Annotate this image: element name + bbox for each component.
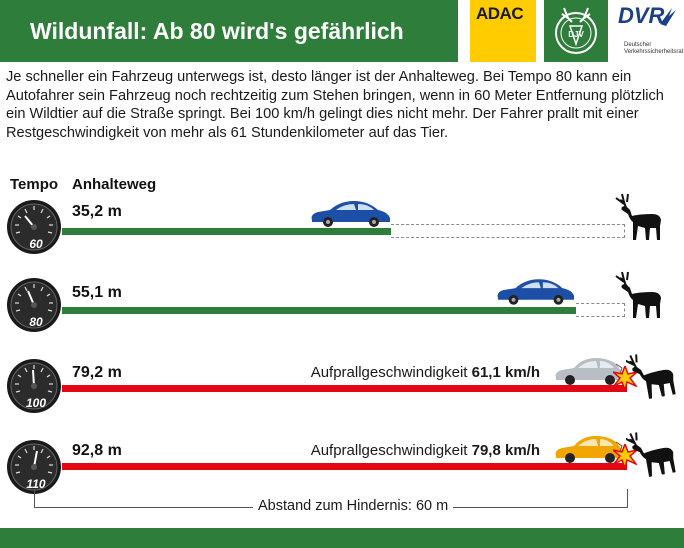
remaining-distance-dashes [391,224,625,238]
deer-icon [626,432,676,477]
speedometer-icon: 110 [7,440,61,494]
stopping-bar [62,228,391,235]
stopping-distance: 55,1 m [72,284,122,301]
stopping-bar [62,307,576,314]
stopping-distance: 35,2 m [72,203,122,220]
distance-marker-left [34,489,35,508]
hunting-association-logo: DJV [544,0,608,62]
impact-speed-value: 61,1 km/h [471,364,540,381]
speedometer-icon: 100 [7,359,61,413]
tempo-header: Tempo [10,176,59,193]
speed-value: 110 [26,477,45,491]
adac-logo-text: ADAC [476,4,524,23]
impact-speed-text: Aufprallgeschwindigkeit 61,1 km/h [311,364,540,381]
stopping-bar [62,463,627,470]
header-bar: Wildunfall: Ab 80 wird's gefährlich [0,0,458,62]
car-icon [555,358,625,385]
adac-logo: ADAC [470,0,536,62]
bottom-band [0,528,684,548]
impact-speed-value: 79,8 km/h [471,442,540,459]
impact-speed-text: Aufprallgeschwindigkeit 79,8 km/h [311,442,540,459]
speed-value: 100 [26,396,46,410]
stopping-bar [62,385,627,392]
deer-icon [615,271,661,318]
intro-text: Je schneller ein Fahrzeug unterwegs ist,… [6,69,664,141]
stopping-distance: 79,2 m [72,364,122,381]
page-title: Wildunfall: Ab 80 wird's gefährlich [30,18,404,44]
anhalteweg-header: Anhalteweg [72,176,157,193]
car-icon [497,279,575,305]
deer-crest-icon: DJV [555,7,597,54]
speedometer-icon: 80 [7,278,61,332]
stopping-distance: 92,8 m [72,442,122,459]
obstacle-distance-label: Abstand zum Hindernis: 60 m [253,498,454,514]
impact-star-icon [613,444,637,468]
deer-icon [626,354,676,399]
car-icon [311,201,390,227]
dvr-arrow-icon [660,8,676,26]
distance-marker-right [627,489,628,508]
dvr-logo-text: DVR [618,3,665,28]
speedometer-icon: 60 [7,200,61,254]
impact-speed-label: Aufprallgeschwindigkeit [310,442,468,459]
dvr-logo-subtitle: Deutscher Verkehrssicherheitsrat [624,42,684,55]
impact-speed-label: Aufprallgeschwindigkeit [310,364,468,381]
svg-text:DJV: DJV [568,30,584,39]
impact-star-icon [613,366,637,390]
speed-value: 60 [29,237,43,251]
speed-value: 80 [29,315,43,329]
remaining-distance-dashes [576,303,625,317]
dvr-logo: DVR Deutscher Verkehrssicherheitsrat [614,0,684,62]
deer-icon [615,193,661,240]
